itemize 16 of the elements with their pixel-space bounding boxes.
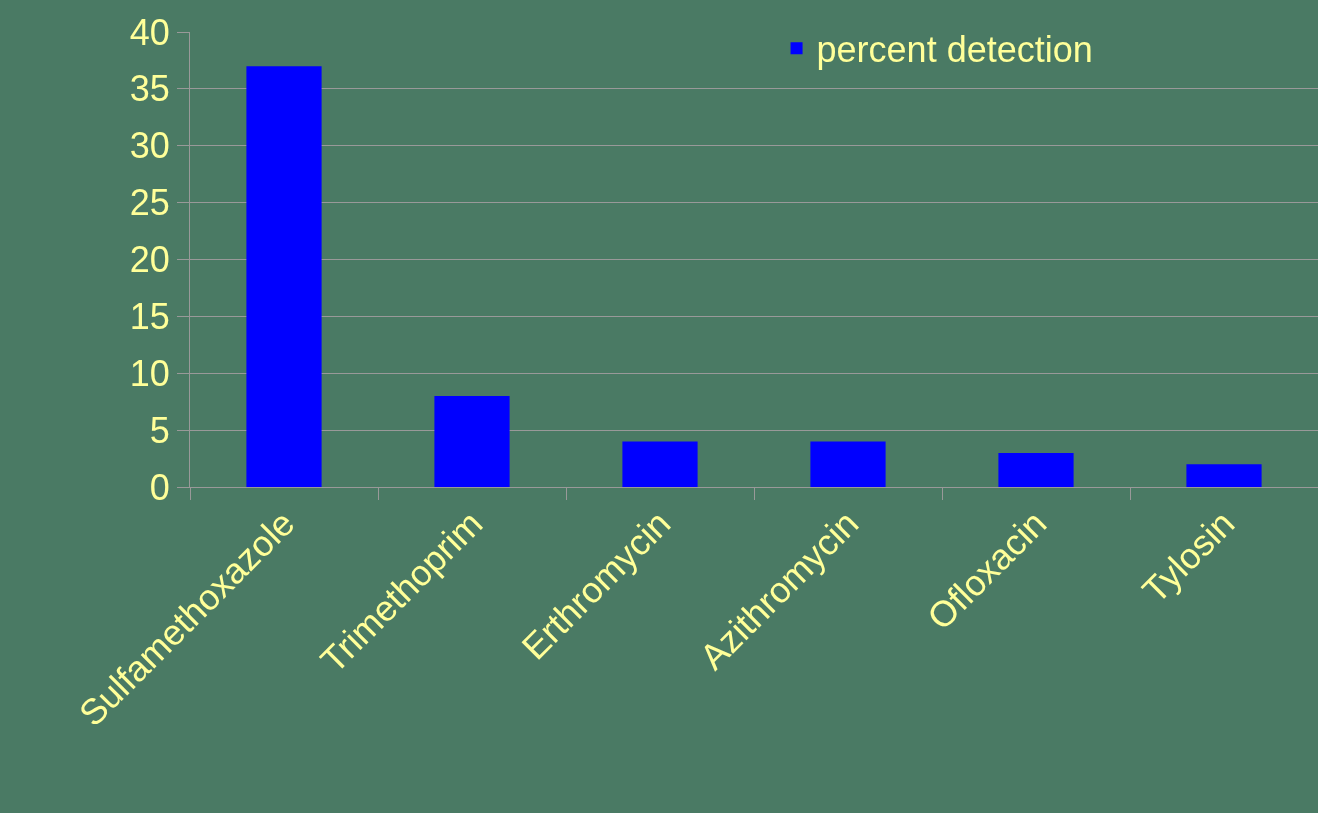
y-tick-label: 15: [129, 295, 170, 337]
bar: [622, 441, 698, 487]
y-tick-label: 35: [129, 68, 170, 110]
bar: [434, 396, 510, 487]
bar: [246, 66, 322, 487]
bar: [810, 441, 886, 487]
bar: [998, 452, 1074, 487]
y-tick-label: 10: [129, 352, 170, 394]
y-tick-label: 25: [129, 182, 170, 224]
y-tick-label: 40: [129, 11, 170, 53]
y-tick-label: 0: [149, 466, 170, 508]
y-tick-label: 5: [149, 409, 170, 451]
legend-label: percent detection: [816, 29, 1093, 71]
bar: [1186, 464, 1262, 487]
y-tick-label: 30: [129, 125, 170, 167]
y-tick-label: 20: [129, 239, 170, 281]
